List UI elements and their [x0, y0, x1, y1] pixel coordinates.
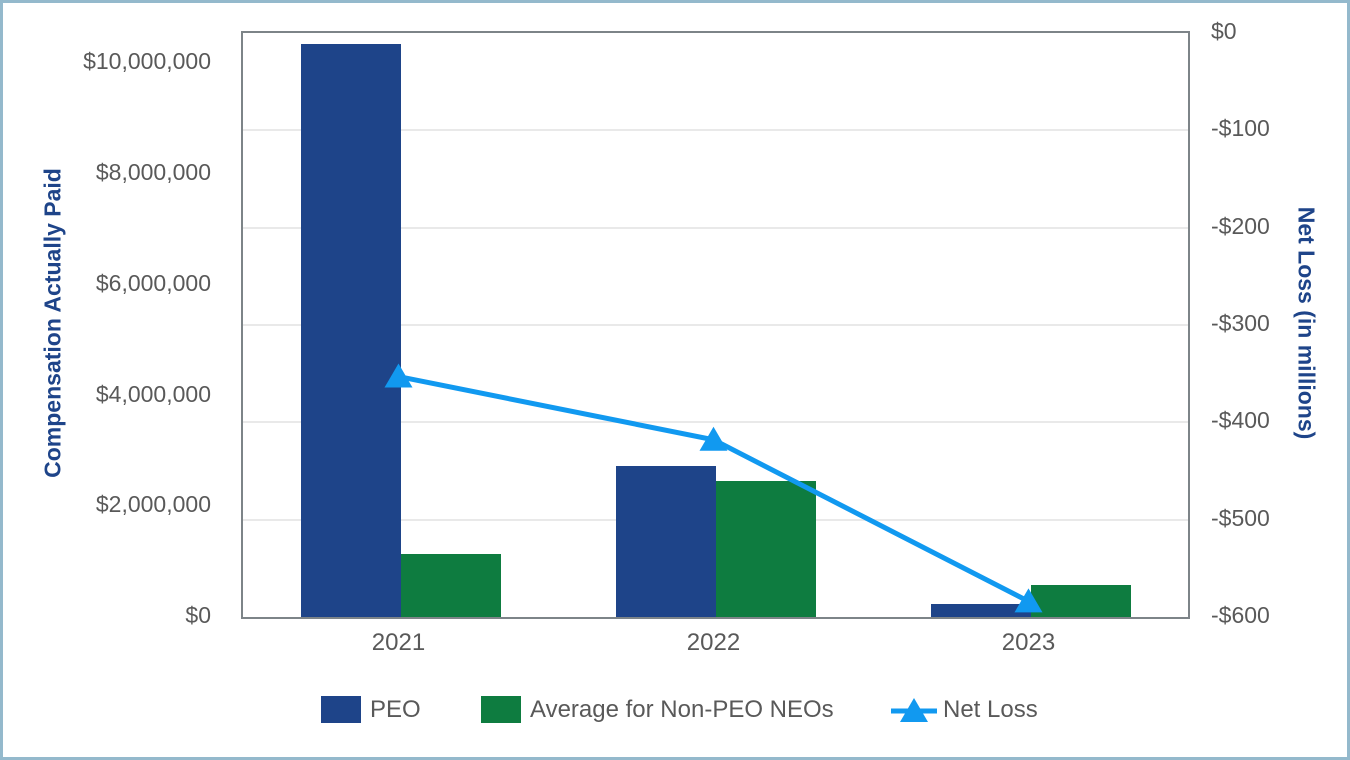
legend-label-netloss: Net Loss: [943, 696, 1038, 723]
right-axis-tick-label: -$300: [1211, 310, 1270, 336]
bar-peo-2023: [930, 604, 1031, 617]
gridline: [243, 129, 1188, 132]
left-axis-tick-label: $0: [185, 602, 211, 628]
bar-peo-2021: [300, 44, 401, 617]
bar-nonpeo-2021: [400, 554, 501, 617]
legend-swatch-peo: [321, 696, 361, 723]
right-axis-tick-label: -$200: [1211, 212, 1270, 239]
bar-nonpeo-2023: [1030, 584, 1131, 617]
x-axis-category-label: 2022: [686, 629, 741, 656]
bar-peo-2022: [615, 466, 716, 617]
bar-nonpeo-2022: [715, 480, 816, 617]
legend-netloss-marker-icon: [891, 698, 937, 722]
x-axis-category-label: 2023: [1001, 629, 1056, 656]
left-axis-tick-label: $6,000,000: [95, 269, 211, 296]
legend-label-nonpeo: Average for Non-PEO NEOs: [530, 696, 834, 723]
left-axis-tick-label: $8,000,000: [95, 159, 211, 186]
left-axis-tick-label: $4,000,000: [95, 380, 211, 407]
plot-area: [241, 31, 1190, 619]
legend-swatch-nonpeo: [481, 696, 521, 723]
right-axis-tick-label: -$600: [1211, 602, 1270, 628]
right-axis-tick-label: -$500: [1211, 504, 1270, 531]
x-axis-category-label: 2021: [371, 629, 426, 656]
right-axis-tick-label: $0: [1211, 18, 1237, 44]
legend-netloss-triangle: [900, 698, 928, 722]
right-axis-tick-label: -$100: [1211, 115, 1270, 142]
right-axis-tick-label: -$400: [1211, 407, 1270, 434]
left-axis-tick-label: $2,000,000: [95, 491, 211, 518]
gridline: [243, 226, 1188, 229]
legend-label-peo: PEO: [370, 696, 421, 723]
left-axis-title: Compensation Actually Paid: [39, 168, 66, 478]
gridline: [243, 324, 1188, 326]
left-axis-tick-label: $10,000,000: [83, 48, 211, 75]
